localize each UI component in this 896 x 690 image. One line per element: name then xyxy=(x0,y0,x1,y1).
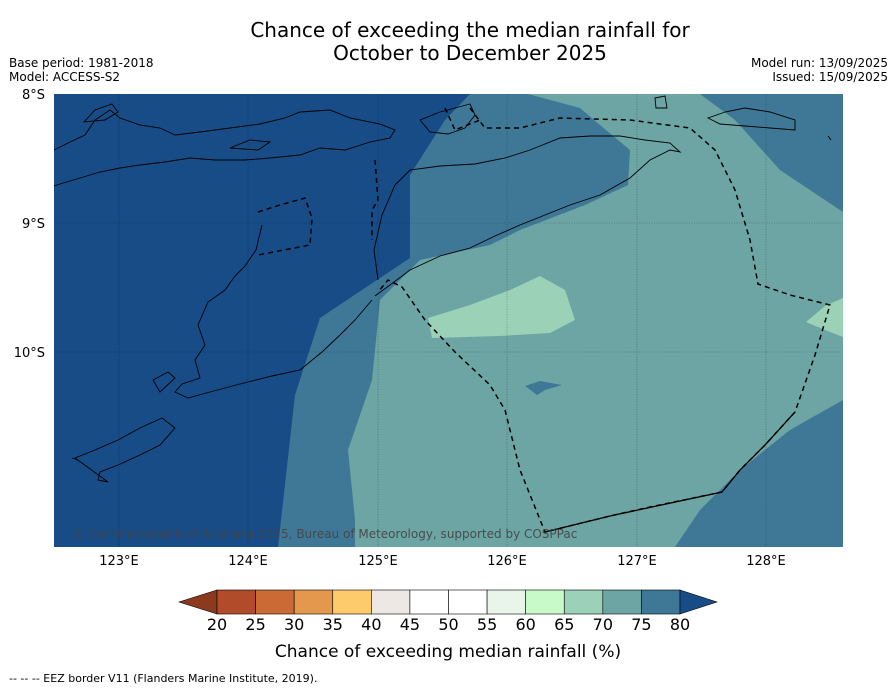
cb-tick-55: 55 xyxy=(477,615,497,634)
lon-label-127e: 127°E xyxy=(617,554,657,569)
field-65-70 xyxy=(348,94,843,547)
field-70-75-inlay xyxy=(525,381,562,395)
lon-label-128e: 128°E xyxy=(746,554,786,569)
title-line-1: Chance of exceeding the median rainfall … xyxy=(250,18,690,42)
colorbar-title: Chance of exceeding median rainfall (%) xyxy=(275,642,621,662)
base-period-text: Base period: 1981-2018 xyxy=(9,56,154,70)
colorbar-segment xyxy=(448,589,488,615)
colorbar-segment xyxy=(602,589,642,615)
colorbar-segment xyxy=(409,589,449,615)
cb-tick-50: 50 xyxy=(438,615,458,634)
probability-field xyxy=(54,94,843,547)
colorbar xyxy=(178,589,718,615)
cb-tick-70: 70 xyxy=(593,615,613,634)
grid-lines xyxy=(54,94,843,547)
lon-label-124e: 124°E xyxy=(228,554,268,569)
field-60-65 xyxy=(428,276,575,338)
colorbar-segment xyxy=(371,589,411,615)
map-title: Chance of exceeding the median rainfall … xyxy=(0,19,896,65)
colorbar-segment xyxy=(525,589,565,615)
copyright-watermark: © Commonwealth of Australia 2025, Bureau… xyxy=(72,527,577,541)
colorbar-arrow-high xyxy=(679,589,718,615)
eez-footnote: -- -- -- EEZ border V11 (Flanders Marine… xyxy=(9,672,318,685)
cb-tick-45: 45 xyxy=(400,615,420,634)
colorbar-segment xyxy=(216,589,256,615)
title-line-2: October to December 2025 xyxy=(333,41,607,65)
lon-label-123e: 123°E xyxy=(99,554,139,569)
lat-label-10s: 10°S xyxy=(14,346,45,361)
lon-label-126e: 126°E xyxy=(487,554,527,569)
field-60-65-east xyxy=(806,298,843,337)
metadata-right: Model run: 13/09/2025 Issued: 15/09/2025 xyxy=(751,56,888,84)
colorbar-segment xyxy=(255,589,295,615)
lat-label-8s: 8°S xyxy=(22,88,45,103)
colorbar-segment xyxy=(332,589,372,615)
cb-tick-65: 65 xyxy=(554,615,574,634)
colorbar-segment xyxy=(563,589,604,615)
issued-text: Issued: 15/09/2025 xyxy=(772,70,888,84)
coastlines xyxy=(54,95,832,483)
cb-tick-30: 30 xyxy=(284,615,304,634)
metadata-left: Base period: 1981-2018 Model: ACCESS-S2 xyxy=(9,56,154,84)
colorbar-arrow-low xyxy=(178,589,218,615)
colorbar-segment xyxy=(486,589,526,615)
cb-tick-80: 80 xyxy=(670,615,690,634)
cb-tick-60: 60 xyxy=(515,615,535,634)
lon-label-125e: 125°E xyxy=(358,554,398,569)
boundary-solid xyxy=(544,411,796,533)
colorbar-tick-labels: 20 25 30 35 40 45 50 55 60 65 70 75 80 xyxy=(207,615,690,634)
lat-label-9s: 9°S xyxy=(22,217,45,232)
cb-tick-40: 40 xyxy=(361,615,381,634)
cb-tick-35: 35 xyxy=(323,615,343,634)
cb-tick-75: 75 xyxy=(631,615,651,634)
cb-tick-25: 25 xyxy=(245,615,265,634)
cb-tick-20: 20 xyxy=(207,615,227,634)
model-text: Model: ACCESS-S2 xyxy=(9,70,121,84)
colorbar-segment xyxy=(293,589,334,615)
colorbar-segment xyxy=(641,589,681,615)
model-run-text: Model run: 13/09/2025 xyxy=(750,56,888,70)
